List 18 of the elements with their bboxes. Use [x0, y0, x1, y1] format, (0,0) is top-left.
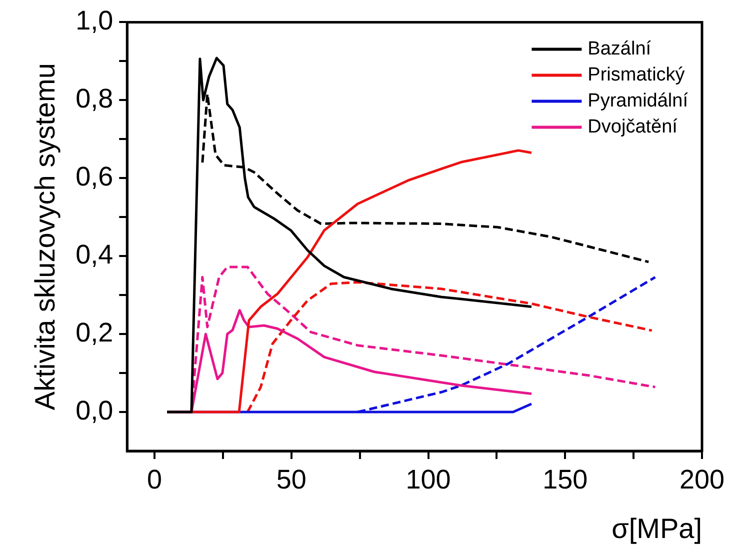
- y-tick-label: 0,4: [76, 240, 114, 270]
- x-tick-label: 0: [146, 464, 162, 495]
- line-series: [246, 280, 654, 414]
- legend-label: Dvojčatění: [588, 116, 678, 138]
- x-tick-label: 50: [276, 464, 306, 495]
- x-axis-title: σ[MPa]: [612, 512, 702, 544]
- legend-label: Bazální: [588, 38, 652, 60]
- x-tick-label: 200: [679, 464, 725, 495]
- y-axis-title: Aktivita skluzovych systemu: [30, 63, 61, 410]
- y-tick-label: 0,2: [76, 318, 114, 348]
- y-tick-label: 0,8: [76, 84, 114, 114]
- x-tick-label: 150: [542, 464, 588, 495]
- x-tick-label: 100: [406, 464, 451, 495]
- legend-label: Prismatický: [588, 64, 686, 86]
- y-tick-label: 1,0: [76, 6, 114, 36]
- legend-label: Pyramidální: [588, 90, 689, 112]
- y-tick-label: 0,6: [76, 162, 114, 192]
- y-tick-label: 0,0: [76, 395, 114, 426]
